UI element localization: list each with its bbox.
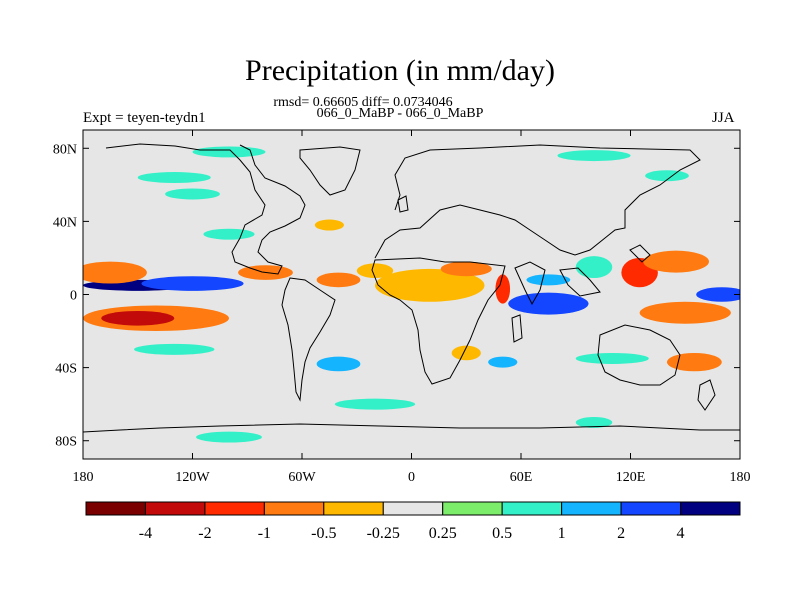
x-axis: 180 120W 60W 0 60E 120E 180 <box>73 130 751 485</box>
colorbar-swatch <box>442 501 503 516</box>
anomaly-region <box>356 263 394 279</box>
colorbar-swatch <box>561 501 622 516</box>
x-tick-label: 60E <box>510 470 533 485</box>
y-tick-label: 40S <box>55 362 77 377</box>
anomaly-field <box>83 146 740 443</box>
colorbar-label: 2 <box>617 525 625 542</box>
outline-south-america <box>281 277 336 402</box>
anomaly-region <box>575 352 649 364</box>
y-tick-label: 80N <box>53 142 77 157</box>
y-axis: 80N 40N 0 40S 80S <box>53 142 740 450</box>
outline-antarctica <box>83 423 740 433</box>
anomaly-region <box>141 276 244 291</box>
anomaly-region <box>557 150 631 162</box>
outline-australia <box>597 324 681 386</box>
colorbar-label: 0.5 <box>492 525 512 542</box>
anomaly-region <box>488 356 518 368</box>
anomaly-region <box>696 287 740 302</box>
y-tick-label: 0 <box>70 289 77 304</box>
continent-outlines <box>83 143 740 433</box>
colorbar-swatch <box>263 501 325 516</box>
anomaly-region <box>134 343 215 355</box>
x-tick-label: 180 <box>730 470 751 485</box>
x-tick-label: 180 <box>73 470 94 485</box>
anomaly-region <box>203 228 255 240</box>
anomaly-region <box>101 310 175 326</box>
anomaly-region <box>440 261 492 277</box>
colorbar-label: -0.25 <box>367 525 400 542</box>
anomaly-region <box>314 219 344 231</box>
anomaly-region <box>316 356 361 372</box>
colorbar-label: 4 <box>677 525 685 542</box>
y-tick-label: 80S <box>55 435 77 450</box>
outline-north-america <box>105 143 306 275</box>
colorbar-swatch <box>85 501 146 516</box>
colorbar: -4 -2 -1 -0.5 -0.25 0.25 0.5 1 2 4 <box>85 501 741 542</box>
stats-line: rmsd= 0.66605 diff= 0.0734046 <box>273 95 453 110</box>
outline-southeast-asia <box>559 267 601 297</box>
anomaly-region <box>526 274 571 286</box>
x-tick-label: 120E <box>616 470 646 485</box>
colorbar-label: 0.25 <box>429 525 457 542</box>
anomaly-region <box>316 272 361 288</box>
x-tick-label: 60W <box>288 470 316 485</box>
x-tick-label: 0 <box>408 470 415 485</box>
colorbar-swatch <box>204 501 265 516</box>
anomaly-region <box>575 416 613 428</box>
anomaly-region <box>667 352 722 372</box>
colorbar-swatch <box>501 501 563 516</box>
anomaly-region <box>165 188 220 200</box>
experiment-label: Expt = teyen-teydn1 <box>83 110 206 126</box>
anomaly-region <box>192 146 266 158</box>
season-label: JJA <box>712 110 735 126</box>
anomaly-region <box>334 398 416 410</box>
cases-line: 066_0_MaBP - 066_0_MaBP <box>316 106 484 121</box>
colorbar-swatch <box>680 501 741 516</box>
anomaly-region <box>137 172 211 184</box>
anomaly-region <box>643 250 709 273</box>
outline-india <box>514 261 546 306</box>
anomaly-region <box>508 292 589 315</box>
colorbar-swatch <box>620 501 682 516</box>
outline-eurasia <box>374 144 701 259</box>
outline-japan <box>629 244 651 263</box>
colorbar-swatch <box>323 501 384 516</box>
anomaly-region <box>375 268 485 302</box>
anomaly-region <box>575 256 613 279</box>
anomaly-region <box>451 345 481 361</box>
colorbar-label: 1 <box>558 525 566 542</box>
outline-africa <box>371 257 506 385</box>
colorbar-label: -4 <box>139 525 152 542</box>
anomaly-region <box>495 274 511 304</box>
outline-greenland <box>299 146 361 196</box>
outline-new-zealand <box>697 379 716 411</box>
anomaly-region <box>83 261 147 284</box>
colorbar-label: -1 <box>258 525 271 542</box>
chart-title: Precipitation (in mm/day) <box>245 54 555 87</box>
outline-uk <box>397 195 409 213</box>
colorbar-label: -2 <box>198 525 211 542</box>
colorbar-label: -0.5 <box>311 525 336 542</box>
y-tick-label: 40N <box>53 215 77 230</box>
colorbar-swatch <box>382 501 444 516</box>
anomaly-region <box>645 170 689 182</box>
x-tick-label: 120W <box>175 470 210 485</box>
colorbar-swatch <box>144 501 206 516</box>
anomaly-region <box>196 431 262 443</box>
outline-madagascar <box>511 314 523 343</box>
anomaly-region <box>639 301 731 324</box>
